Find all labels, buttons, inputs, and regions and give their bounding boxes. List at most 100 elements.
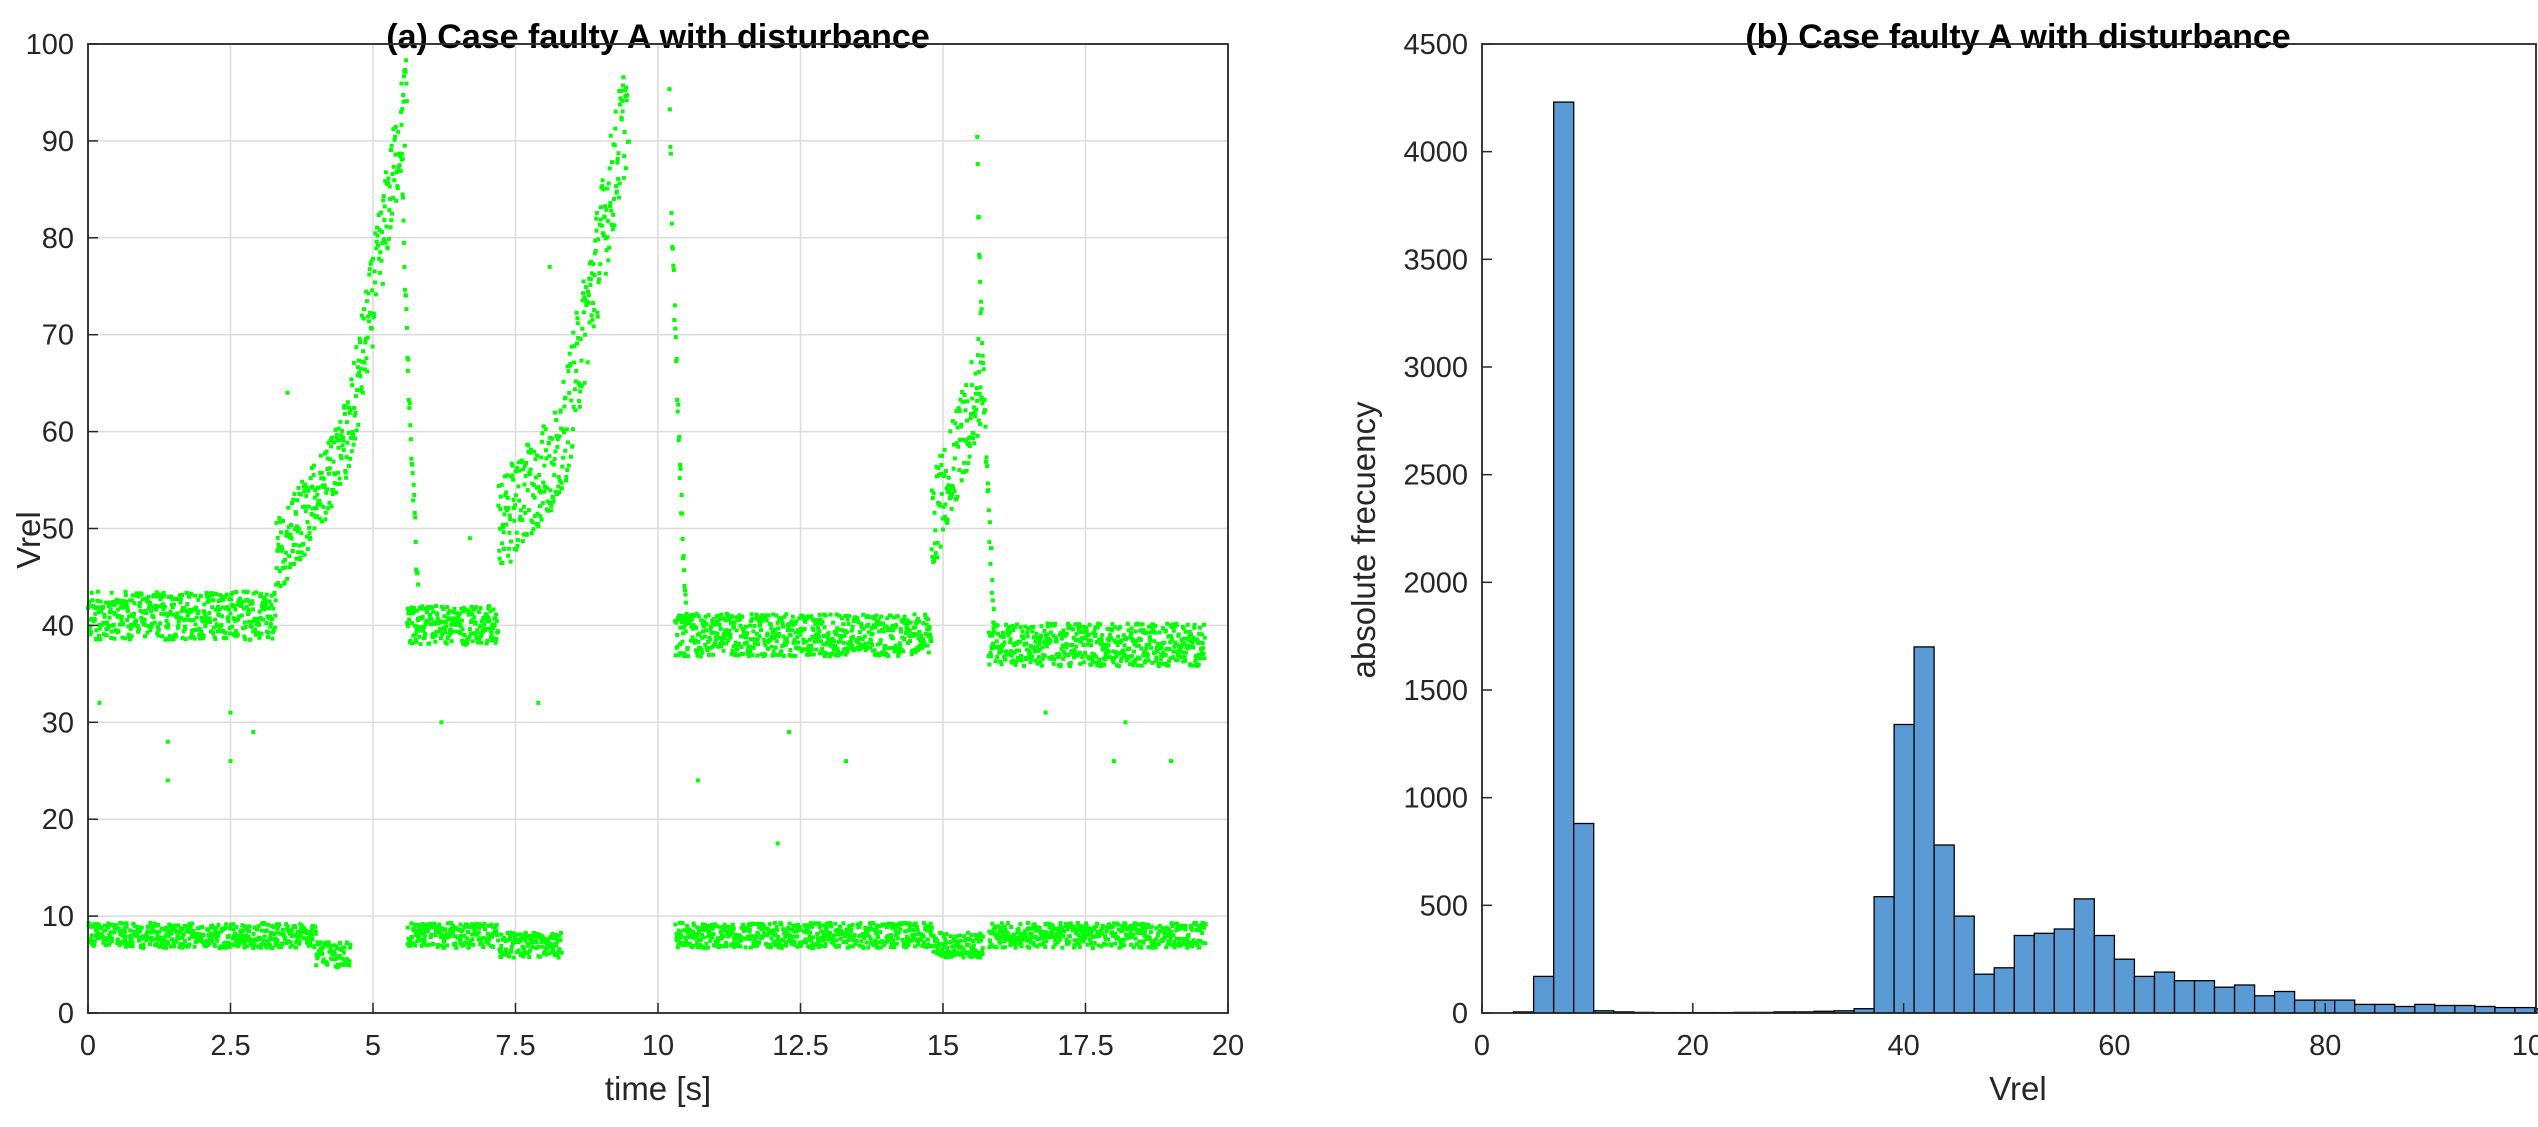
data-point	[89, 933, 94, 938]
data-point	[1001, 929, 1006, 934]
data-point	[750, 653, 755, 658]
data-point	[467, 536, 472, 541]
data-point	[392, 137, 397, 142]
data-point	[397, 163, 402, 168]
data-point	[1129, 928, 1134, 933]
data-point	[770, 630, 775, 634]
data-point	[618, 102, 623, 107]
data-point	[552, 457, 557, 462]
data-point	[496, 503, 501, 508]
data-point	[508, 937, 513, 942]
data-point	[669, 210, 674, 215]
data-point	[802, 923, 807, 928]
data-point	[340, 429, 345, 434]
data-point	[154, 590, 159, 595]
data-point	[456, 614, 461, 618]
data-point	[481, 936, 486, 941]
data-point	[532, 449, 537, 454]
data-point	[325, 467, 330, 471]
data-point	[422, 635, 427, 640]
data-point	[1066, 626, 1071, 631]
data-point	[975, 162, 980, 166]
data-point	[928, 930, 933, 934]
data-point	[961, 947, 966, 951]
data-point	[341, 950, 346, 955]
data-point	[785, 640, 790, 645]
data-point	[469, 618, 474, 623]
data-point	[174, 597, 179, 602]
data-point	[1131, 663, 1136, 668]
data-point	[409, 456, 414, 461]
data-point	[685, 935, 690, 940]
data-point	[498, 947, 503, 952]
data-point	[755, 943, 760, 948]
data-point	[135, 928, 140, 933]
data-point	[802, 627, 807, 631]
data-point	[1006, 633, 1011, 638]
data-point	[330, 492, 335, 497]
data-point	[177, 936, 182, 941]
data-point	[179, 929, 184, 934]
data-point	[434, 604, 439, 608]
data-point	[1186, 933, 1191, 937]
data-point	[580, 326, 585, 331]
data-point	[399, 122, 404, 127]
data-point	[856, 641, 861, 646]
data-point	[950, 491, 955, 496]
data-point	[890, 921, 895, 926]
data-point	[582, 295, 587, 300]
data-point	[1102, 642, 1107, 647]
data-point	[1121, 942, 1126, 947]
data-point	[557, 933, 562, 938]
data-point	[178, 597, 183, 602]
data-point	[866, 945, 871, 950]
data-point	[997, 929, 1002, 934]
data-point	[259, 592, 263, 597]
data-point	[962, 393, 967, 397]
data-point	[857, 934, 862, 938]
data-point	[611, 212, 616, 217]
data-point	[237, 940, 242, 945]
data-point	[317, 516, 322, 521]
data-point	[843, 652, 848, 657]
data-point	[1018, 935, 1023, 940]
data-point	[1123, 720, 1128, 725]
data-point	[1106, 643, 1111, 648]
data-point	[683, 622, 688, 627]
data-point	[309, 926, 314, 931]
data-point	[202, 609, 206, 614]
data-point	[906, 939, 911, 944]
data-point	[382, 204, 387, 209]
data-point	[929, 925, 934, 930]
data-point	[1035, 645, 1040, 650]
data-point	[96, 922, 101, 927]
data-point	[1177, 644, 1182, 649]
data-point	[717, 623, 722, 628]
data-point	[727, 925, 732, 930]
data-point	[986, 508, 991, 513]
data-point	[187, 594, 191, 599]
data-point	[229, 942, 234, 947]
chart-b-ytick-label: 3500	[1403, 244, 1468, 276]
data-point	[504, 949, 509, 954]
data-point	[623, 166, 628, 171]
data-point	[575, 321, 580, 326]
data-point	[535, 453, 540, 458]
data-point	[776, 626, 781, 631]
data-point	[850, 624, 855, 629]
data-point	[926, 942, 931, 947]
data-point	[1000, 945, 1005, 950]
data-point	[774, 613, 779, 618]
data-point	[1092, 927, 1097, 932]
data-point	[557, 490, 562, 495]
data-point	[1050, 923, 1055, 928]
data-point	[159, 611, 164, 616]
data-point	[1025, 630, 1030, 635]
data-point	[375, 233, 380, 238]
data-point	[1153, 623, 1158, 628]
data-point	[285, 533, 290, 538]
data-point	[826, 631, 831, 636]
data-point	[991, 629, 996, 634]
data-point	[1050, 931, 1054, 936]
data-point	[935, 951, 940, 956]
